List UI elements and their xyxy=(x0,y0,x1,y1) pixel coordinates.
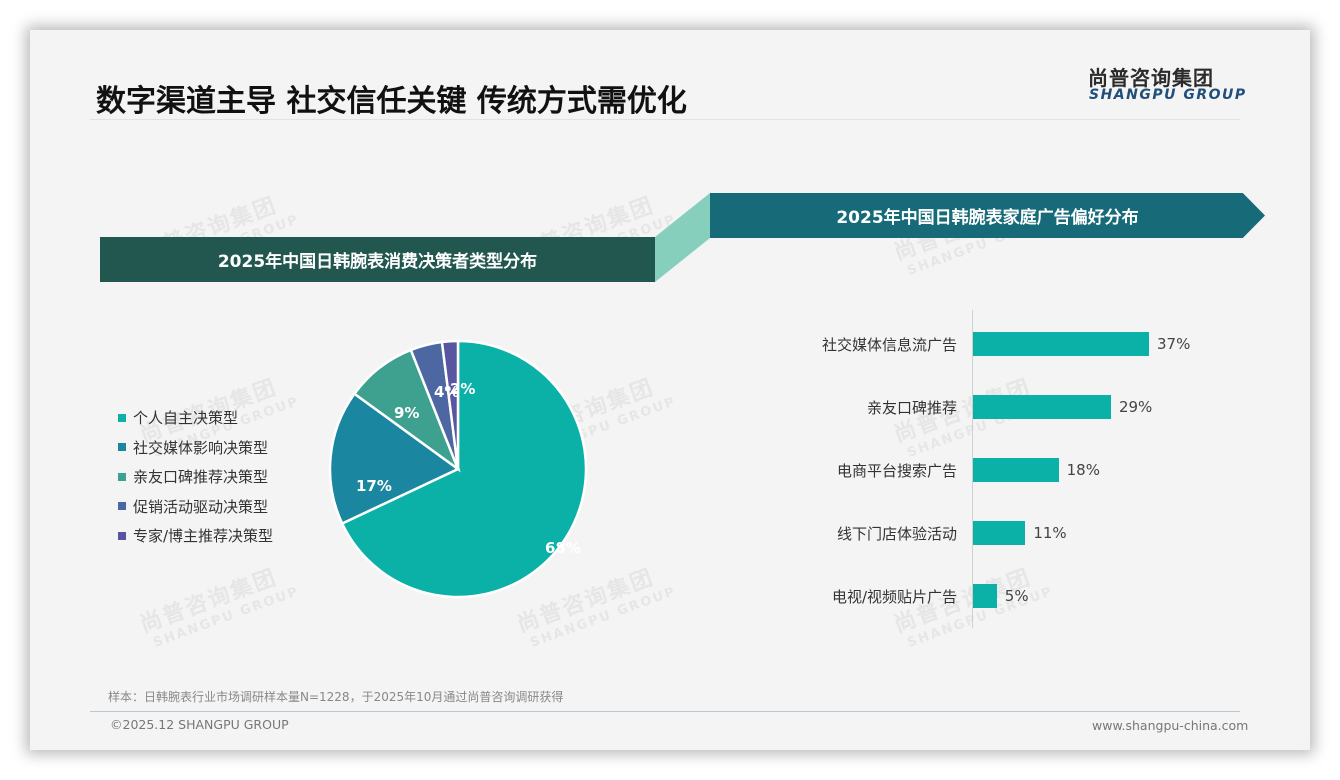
pie-data-label: 68% xyxy=(545,539,581,557)
sample-note: 样本：日韩腕表行业市场调研样本量N=1228，于2025年10月通过尚普咨询调研… xyxy=(108,690,564,704)
pie-slice xyxy=(440,339,460,470)
bar xyxy=(973,521,1026,545)
pie-slice xyxy=(328,392,461,526)
bar-value-label: 18% xyxy=(1066,461,1100,479)
legend-label: 亲友口碑推荐决策型 xyxy=(133,468,269,487)
logo-chinese: 尚普咨询集团 xyxy=(1088,66,1214,90)
legend-swatch xyxy=(118,472,126,481)
legend-item: 个人自主决策型 xyxy=(118,403,273,433)
bar xyxy=(973,395,1111,419)
page-title: 数字渠道主导 社交信任关键 传统方式需优化 xyxy=(96,84,687,119)
bar-category-label: 线下门店体验活动 xyxy=(836,524,957,543)
pie-data-label: 4% xyxy=(434,383,459,401)
legend-swatch xyxy=(118,413,126,422)
website-link[interactable]: www.shangpu-china.com xyxy=(1092,718,1249,733)
bar-row: 电商平台搜索广告 18% xyxy=(750,458,1100,482)
pie-data-label: 2% xyxy=(450,380,475,398)
legend-item: 促销活动驱动决策型 xyxy=(118,492,273,522)
legend-label: 社交媒体影响决策型 xyxy=(133,438,269,457)
pie-chart-title: 2025年中国日韩腕表消费决策者类型分布 xyxy=(217,252,538,272)
bar-row: 线下门店体验活动 11% xyxy=(750,521,1067,545)
bar-axis xyxy=(972,310,973,628)
legend-label: 个人自主决策型 xyxy=(133,409,239,428)
banner-connector xyxy=(655,193,710,282)
pie-data-label: 17% xyxy=(356,477,392,495)
legend-swatch xyxy=(118,531,126,540)
bar xyxy=(973,458,1059,482)
copyright: ©2025.12 SHANGPU GROUP xyxy=(110,717,289,732)
bar-row: 社交媒体信息流广告 37% xyxy=(750,332,1190,356)
legend-item: 专家/博主推荐决策型 xyxy=(118,521,273,551)
bar xyxy=(973,332,1149,356)
legend-label: 促销活动驱动决策型 xyxy=(133,497,269,516)
pie-slice xyxy=(340,339,588,599)
pie-legend: 个人自主决策型社交媒体影响决策型 亲友口碑推荐决策型 促销活动驱动决策型 专家/博主推… xyxy=(118,403,273,551)
bar-value-label: 37% xyxy=(1157,335,1191,353)
bar-value-label: 29% xyxy=(1118,398,1153,416)
pie-data-label: 9% xyxy=(394,404,419,422)
pie-chart: 68% 17% 9% 4%2% xyxy=(328,339,588,599)
title-divider xyxy=(90,119,1240,120)
bar-chart: 社交媒体信息流广告 37% 亲友口碑推荐 29% 电商平台搜索广告 18% 线下门店体验活动… xyxy=(750,310,1230,630)
bar-row: 亲友口碑推荐 29% xyxy=(750,395,1152,419)
legend-item: 社交媒体影响决策型 xyxy=(118,433,273,463)
legend-swatch xyxy=(118,502,126,511)
bar xyxy=(973,584,997,608)
legend-label: 专家/博主推荐决策型 xyxy=(133,527,274,546)
bar-row: 电视/视频贴片广告 5% xyxy=(750,584,1029,608)
bar-chart-title: 2025年中国日韩腕表家庭广告偏好分布 xyxy=(836,208,1139,228)
legend-swatch xyxy=(118,443,126,452)
legend-item: 亲友口碑推荐决策型 xyxy=(118,462,273,492)
bar-category-label: 电商平台搜索广告 xyxy=(836,461,957,480)
bar-value-label: 11% xyxy=(1033,524,1067,542)
bar-category-label: 亲友口碑推荐 xyxy=(866,398,957,417)
slide: 数字渠道主导 社交信任关键 传统方式需优化 尚普咨询集团 SHANGPU GRO… xyxy=(30,30,1310,750)
bar-category-label: 电视/视频贴片广告 xyxy=(831,587,957,606)
logo-english: SHANGPU GROUP xyxy=(1089,87,1247,103)
bar-value-label: 5% xyxy=(1004,587,1029,605)
bar-category-label: 社交媒体信息流广告 xyxy=(821,335,957,354)
bar-chart-title-banner: 2025年中国日韩腕表家庭广告偏好分布 xyxy=(710,193,1265,238)
pie-chart-title-banner: 2025年中国日韩腕表消费决策者类型分布 xyxy=(100,237,655,282)
footer-divider xyxy=(90,711,1240,712)
